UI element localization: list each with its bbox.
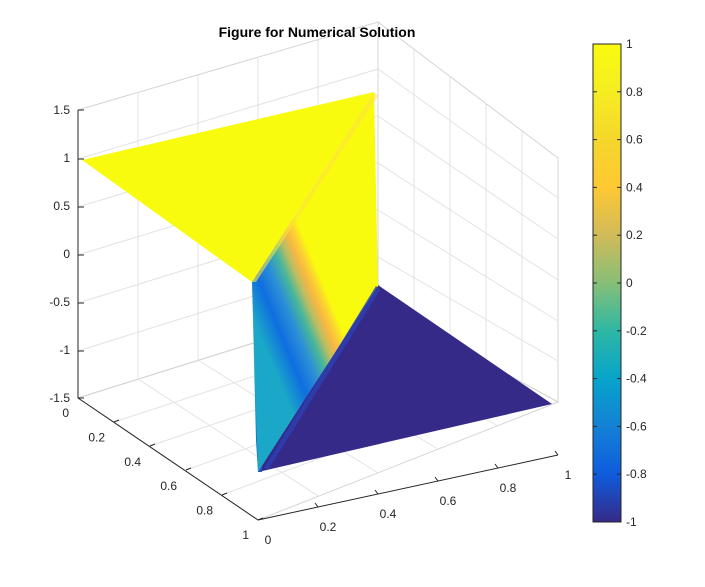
colorbar-tick-label: 0.6 bbox=[626, 133, 643, 147]
colorbar-tick-label: -0.4 bbox=[626, 372, 647, 386]
x-tick-label: 0.4 bbox=[380, 507, 397, 521]
colorbar-tick-label: -1 bbox=[626, 515, 637, 529]
colorbar-tick-label: 0 bbox=[626, 276, 633, 290]
z-tick-label: 1 bbox=[63, 151, 70, 165]
y-tick-label: 0.4 bbox=[124, 455, 141, 469]
surface-plot bbox=[82, 92, 552, 472]
axes-lines bbox=[77, 109, 559, 521]
x-tick-label: 0.8 bbox=[500, 481, 517, 495]
y-tick-label: 0 bbox=[62, 406, 69, 420]
x-tick-label: 0.2 bbox=[320, 520, 337, 534]
colorbar-tick-labels: -1 -0.8 -0.6 -0.4 -0.2 0 0.2 0.4 0.6 0.8 1 bbox=[593, 37, 647, 529]
x-tick-label: 0.6 bbox=[440, 494, 457, 508]
colorbar-tick-label: 0.2 bbox=[626, 228, 643, 242]
z-tick-label: 0 bbox=[63, 247, 70, 261]
colorbar-tick-label: -0.2 bbox=[626, 324, 647, 338]
z-tick-label: -0.5 bbox=[49, 295, 70, 309]
x-axis-tick-labels: 0 0.2 0.4 0.6 0.8 1 bbox=[265, 468, 572, 547]
z-axis-tick-labels: -1.5 -1 -0.5 0 0.5 1 1.5 bbox=[49, 103, 70, 405]
y-axis-tick-labels: 0 0.2 0.4 0.6 0.8 1 bbox=[62, 406, 249, 542]
z-tick-label: -1 bbox=[59, 343, 70, 357]
chart-title: Figure for Numerical Solution bbox=[219, 24, 416, 40]
colorbar-gradient bbox=[592, 43, 622, 523]
surface-lower-region bbox=[258, 283, 552, 472]
y-tick-label: 0.2 bbox=[88, 430, 105, 444]
colorbar-tick-label: -0.6 bbox=[626, 419, 647, 433]
surface-transition-ramp bbox=[252, 92, 378, 472]
y-tick-label: 0.6 bbox=[160, 479, 177, 493]
z-tick-label: 0.5 bbox=[53, 199, 70, 213]
colorbar-tick-label: -0.8 bbox=[626, 467, 647, 481]
colorbar-tick-label: 0.4 bbox=[626, 180, 643, 194]
x-tick-label: 1 bbox=[565, 468, 572, 482]
z-tick-label: 1.5 bbox=[53, 103, 70, 117]
surface-upper-region bbox=[82, 92, 374, 282]
colorbar: -1 -0.8 -0.6 -0.4 -0.2 0 0.2 0.4 0.6 0.8 1 bbox=[592, 37, 647, 529]
colorbar-tick-label: 0.8 bbox=[626, 85, 643, 99]
y-tick-label: 0.8 bbox=[196, 504, 213, 518]
x-tick-label: 0 bbox=[265, 533, 272, 547]
colorbar-tick-label: 1 bbox=[626, 37, 633, 51]
y-tick-label: 1 bbox=[242, 528, 249, 542]
z-tick-label: -1.5 bbox=[49, 391, 70, 405]
